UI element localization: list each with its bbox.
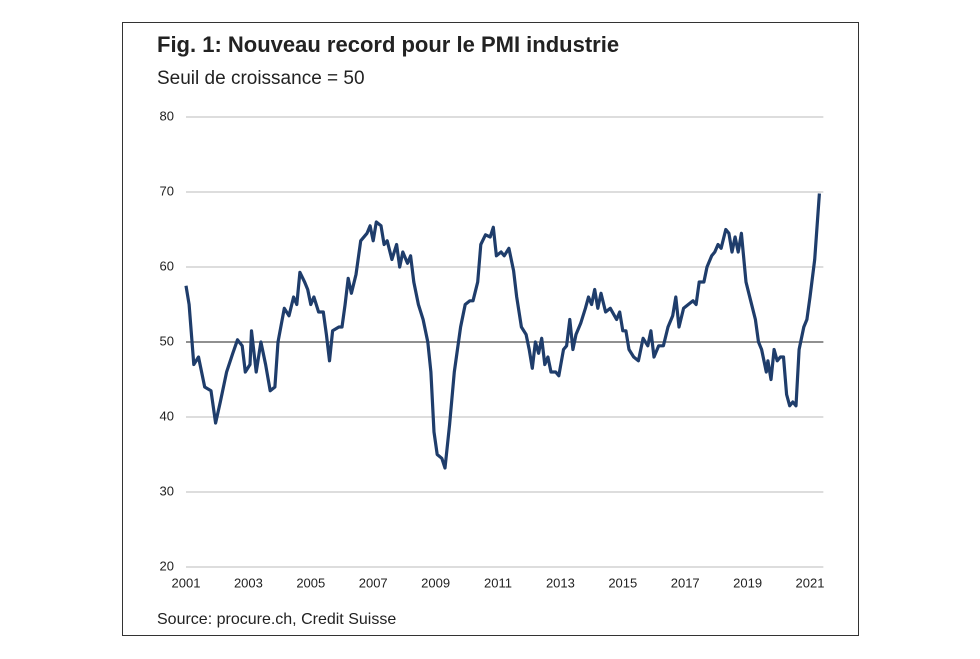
source: Source: procure.ch, Credit Suisse [157, 611, 396, 628]
x-tick-label: 2001 [172, 575, 201, 590]
x-tick-label: 2011 [484, 575, 512, 590]
x-tick-label: 2015 [608, 575, 637, 590]
x-tick-label: 2003 [234, 575, 263, 590]
y-tick-label: 60 [160, 258, 174, 273]
chart-subtitle: Seuil de croissance = 50 [157, 68, 365, 89]
x-tick-label: 2017 [671, 575, 700, 590]
x-tick-label: 2019 [733, 575, 762, 590]
frame [122, 22, 859, 636]
y-tick-label: 80 [160, 108, 174, 123]
y-tick-label: 70 [160, 183, 174, 198]
series-line [184, 193, 821, 470]
x-tick-label: 2009 [421, 575, 450, 590]
y-tick-label: 40 [160, 408, 174, 423]
y-tick-label: 30 [160, 483, 174, 498]
x-tick-label: 2007 [359, 575, 388, 590]
x-tick-label: 2021 [796, 575, 825, 590]
x-tick-label: 2005 [296, 575, 325, 590]
y-tick-label: 20 [160, 558, 174, 573]
chart-title: Fig. 1: Nouveau record pour le PMI indus… [157, 32, 619, 57]
x-tick-label: 2013 [546, 575, 575, 590]
y-tick-label: 50 [160, 333, 174, 348]
